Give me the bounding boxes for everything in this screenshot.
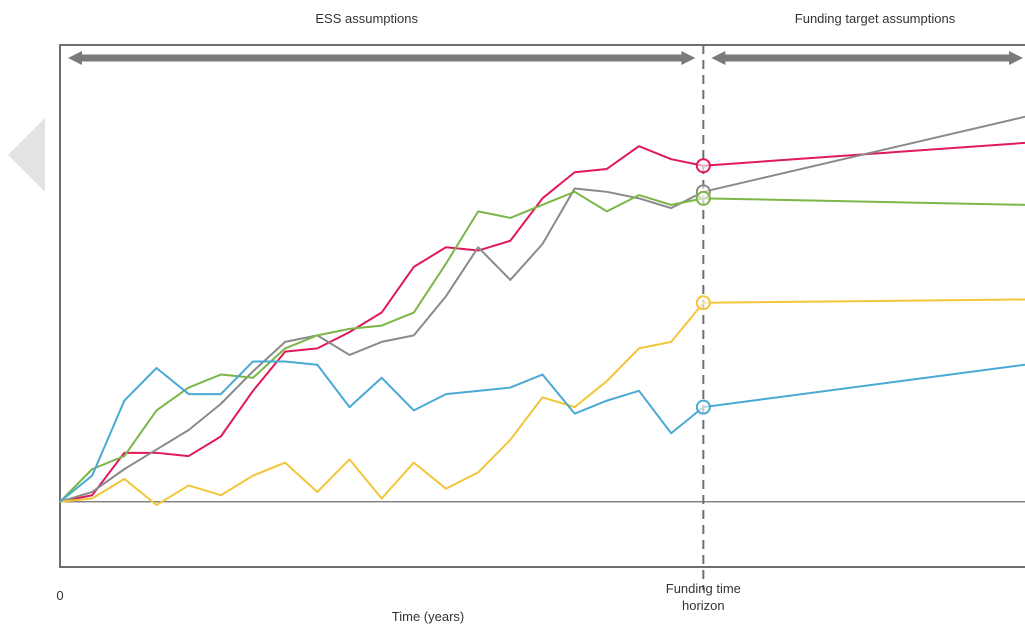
horizon-marker-4 <box>695 399 711 415</box>
plot-frame <box>59 44 1025 568</box>
x-tick-horizon-line1: Funding time <box>666 581 741 596</box>
phase-arrow-1 <box>711 51 1023 65</box>
series-line-1 <box>59 115 1025 503</box>
phase-label-ess: ESS assumptions <box>315 11 418 26</box>
phase-label-funding-target: Funding target assumptions <box>795 11 956 26</box>
x-axis-label: Time (years) <box>392 609 464 624</box>
phase-arrow-0 <box>68 51 696 65</box>
series-line-3 <box>59 298 1025 507</box>
horizon-marker-3 <box>695 295 711 311</box>
series-line-2 <box>59 190 1025 503</box>
phase-arrows <box>68 51 1023 65</box>
previous-arrow-icon[interactable] <box>8 118 45 192</box>
series-layer <box>59 115 1025 507</box>
series-line-4 <box>59 360 1025 503</box>
horizon-marker-2 <box>695 190 711 206</box>
x-tick-horizon-line2: horizon <box>682 598 725 613</box>
series-line-0 <box>59 141 1025 503</box>
x-tick-origin: 0 <box>56 588 63 603</box>
horizon-marker-0 <box>695 158 711 174</box>
